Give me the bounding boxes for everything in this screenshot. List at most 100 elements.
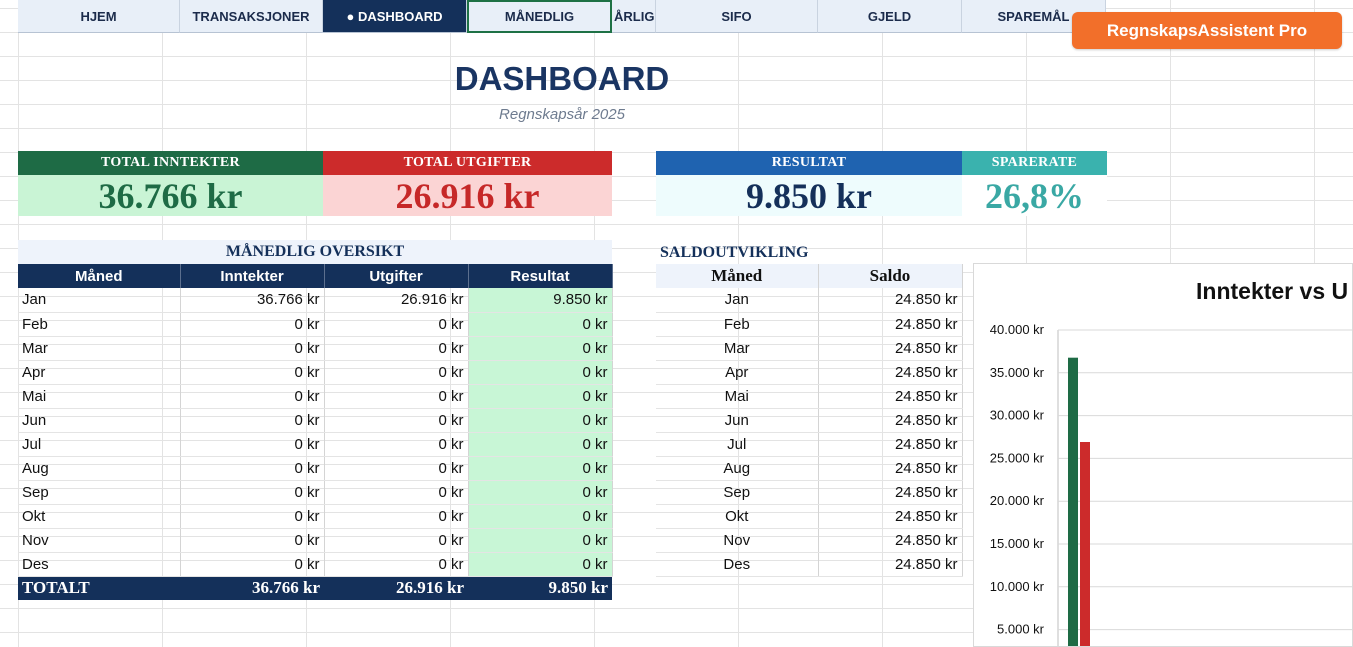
y-tick-label: 10.000 kr [990, 579, 1045, 594]
cell-month[interactable]: Mar [18, 336, 181, 361]
cell-month[interactable]: Aug [656, 456, 819, 481]
y-tick-label: 5.000 kr [997, 622, 1045, 637]
tab-sifo[interactable]: SIFO [656, 0, 818, 33]
cell-income[interactable]: 0 kr [180, 336, 325, 361]
cell-expenses[interactable]: 0 kr [324, 528, 469, 553]
tab-dashboard[interactable]: ● DASHBOARD [323, 0, 467, 33]
cell-expenses[interactable]: 0 kr [324, 432, 469, 457]
cell-expenses[interactable]: 0 kr [324, 384, 469, 409]
cell-month[interactable]: Sep [656, 480, 819, 505]
cell-expenses[interactable]: 26.916 kr [324, 288, 469, 313]
monthly-title: MÅNEDLIG OVERSIKT [18, 240, 612, 264]
col-header-result: Resultat [468, 264, 613, 288]
cell-month[interactable]: Jul [656, 432, 819, 457]
cell-month[interactable]: Apr [18, 360, 181, 385]
cell-month[interactable]: Aug [18, 456, 181, 481]
cell-balance[interactable]: 24.850 kr [818, 312, 963, 337]
cell-expenses[interactable]: 0 kr [324, 504, 469, 529]
cell-expenses[interactable]: 0 kr [324, 336, 469, 361]
cell-balance[interactable]: 24.850 kr [818, 336, 963, 361]
cell-expenses[interactable]: 0 kr [324, 312, 469, 337]
cell-balance[interactable]: 24.850 kr [818, 480, 963, 505]
cell-income[interactable]: 0 kr [180, 312, 325, 337]
cell-result[interactable]: 9.850 kr [468, 288, 613, 313]
table-row: Mai 0 kr 0 kr 0 kr [18, 384, 613, 409]
cell-balance[interactable]: 24.850 kr [818, 288, 963, 313]
cell-income[interactable]: 0 kr [180, 384, 325, 409]
cell-month[interactable]: Sep [18, 480, 181, 505]
cell-month[interactable]: Jul [18, 432, 181, 457]
cell-month[interactable]: Des [656, 552, 819, 577]
cell-income[interactable]: 0 kr [180, 360, 325, 385]
income-expense-chart[interactable]: Inntekter vs U 40.000 kr 35.000 kr 30.000 … [973, 263, 1353, 647]
cell-balance[interactable]: 24.850 kr [818, 384, 963, 409]
cell-result[interactable]: 0 kr [468, 360, 613, 385]
cell-expenses[interactable]: 0 kr [324, 480, 469, 505]
cell-month[interactable]: Okt [18, 504, 181, 529]
y-tick-label: 35.000 kr [990, 365, 1045, 380]
cell-month[interactable]: Feb [18, 312, 181, 337]
cell-month[interactable]: Feb [656, 312, 819, 337]
cell-result[interactable]: 0 kr [468, 312, 613, 337]
cell-result[interactable]: 0 kr [468, 408, 613, 433]
page-subtitle: Regnskapsår 2025 [499, 106, 625, 123]
cell-balance[interactable]: 24.850 kr [818, 528, 963, 553]
y-tick-label: 30.000 kr [990, 408, 1045, 423]
cell-month[interactable]: Des [18, 552, 181, 577]
cell-income[interactable]: 0 kr [180, 480, 325, 505]
cell-expenses[interactable]: 0 kr [324, 408, 469, 433]
cell-result[interactable]: 0 kr [468, 456, 613, 481]
cell-income[interactable]: 0 kr [180, 552, 325, 577]
cell-month[interactable]: Mai [656, 384, 819, 409]
kpi-savings-label: SPARERATE [962, 151, 1107, 175]
cell-income[interactable]: 0 kr [180, 504, 325, 529]
y-tick-label: 15.000 kr [990, 536, 1045, 551]
cell-balance[interactable]: 24.850 kr [818, 552, 963, 577]
tab-gjeld[interactable]: GJELD [818, 0, 962, 33]
bar-income[interactable] [1068, 357, 1078, 647]
cell-expenses[interactable]: 0 kr [324, 456, 469, 481]
cell-month[interactable]: Mar [656, 336, 819, 361]
cell-month[interactable]: Jun [18, 408, 181, 433]
cell-balance[interactable]: 24.850 kr [818, 456, 963, 481]
cell-result[interactable]: 0 kr [468, 384, 613, 409]
cell-income[interactable]: 0 kr [180, 432, 325, 457]
table-row: Feb 0 kr 0 kr 0 kr [18, 312, 613, 337]
cell-expenses[interactable]: 0 kr [324, 552, 469, 577]
total-value: 26.916 kr [324, 576, 468, 600]
tab-hjem[interactable]: HJEM [18, 0, 180, 33]
kpi-savings-value: 26,8% [962, 175, 1107, 216]
cell-income[interactable]: 0 kr [180, 528, 325, 553]
cell-month[interactable]: Jan [656, 288, 819, 313]
table-row: Feb 24.850 kr [656, 312, 963, 337]
kpi-income-value: 36.766 kr [18, 175, 323, 216]
cell-balance[interactable]: 24.850 kr [818, 408, 963, 433]
cell-month[interactable]: Apr [656, 360, 819, 385]
tab-transaksjoner[interactable]: TRANSAKSJONER [180, 0, 323, 33]
cell-expenses[interactable]: 0 kr [324, 360, 469, 385]
tab-maanedlig[interactable]: MÅNEDLIG [467, 0, 612, 33]
cell-month[interactable]: Jan [18, 288, 181, 313]
cell-income[interactable]: 0 kr [180, 456, 325, 481]
cell-month[interactable]: Mai [18, 384, 181, 409]
cell-income[interactable]: 36.766 kr [180, 288, 325, 313]
bar-expenses[interactable] [1080, 441, 1090, 647]
cell-result[interactable]: 0 kr [468, 432, 613, 457]
cell-month[interactable]: Okt [656, 504, 819, 529]
cell-result[interactable]: 0 kr [468, 552, 613, 577]
cell-income[interactable]: 0 kr [180, 408, 325, 433]
cell-balance[interactable]: 24.850 kr [818, 432, 963, 457]
cell-result[interactable]: 0 kr [468, 504, 613, 529]
table-row: Okt 24.850 kr [656, 504, 963, 529]
cell-result[interactable]: 0 kr [468, 480, 613, 505]
table-row: Des 0 kr 0 kr 0 kr [18, 552, 613, 577]
cell-result[interactable]: 0 kr [468, 528, 613, 553]
cell-month[interactable]: Jun [656, 408, 819, 433]
cell-result[interactable]: 0 kr [468, 336, 613, 361]
cell-month[interactable]: Nov [656, 528, 819, 553]
table-row: Nov 24.850 kr [656, 528, 963, 553]
cell-balance[interactable]: 24.850 kr [818, 504, 963, 529]
cell-balance[interactable]: 24.850 kr [818, 360, 963, 385]
cell-month[interactable]: Nov [18, 528, 181, 553]
tab-aarlig[interactable]: ÅRLIG [612, 0, 656, 33]
